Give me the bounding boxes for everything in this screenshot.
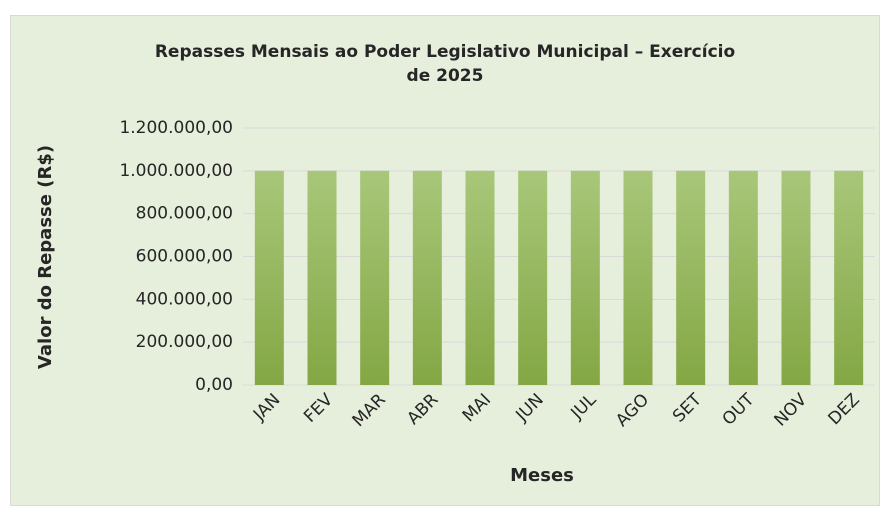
bar <box>676 170 706 385</box>
bar <box>728 170 758 385</box>
y-tick-label: 200.000,00 <box>136 332 233 352</box>
bar <box>412 170 442 385</box>
y-tick-label: 1.200.000,00 <box>119 118 233 138</box>
y-axis-title: Valor do Repasse (R$) <box>35 145 56 369</box>
bar <box>834 170 864 385</box>
bar <box>623 170 653 385</box>
bar <box>518 170 548 385</box>
bar <box>781 170 811 385</box>
bar <box>360 170 390 385</box>
bar <box>570 170 600 385</box>
bar <box>465 170 495 385</box>
y-tick-label: 400.000,00 <box>136 289 233 309</box>
bar <box>307 170 337 385</box>
y-tick-label: 800.000,00 <box>136 204 233 224</box>
chart-title: Repasses Mensais ao Poder Legislativo Mu… <box>154 42 736 86</box>
y-tick-label: 0,00 <box>195 375 233 395</box>
y-tick-label: 1.000.000,00 <box>119 161 233 181</box>
bar <box>254 170 284 385</box>
y-tick-label: 600.000,00 <box>136 247 233 267</box>
x-axis-title: Meses <box>510 465 574 486</box>
